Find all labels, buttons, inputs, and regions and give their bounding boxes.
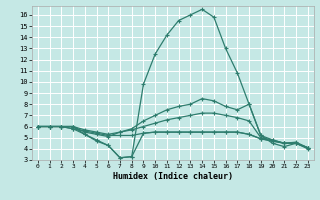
X-axis label: Humidex (Indice chaleur): Humidex (Indice chaleur): [113, 172, 233, 181]
